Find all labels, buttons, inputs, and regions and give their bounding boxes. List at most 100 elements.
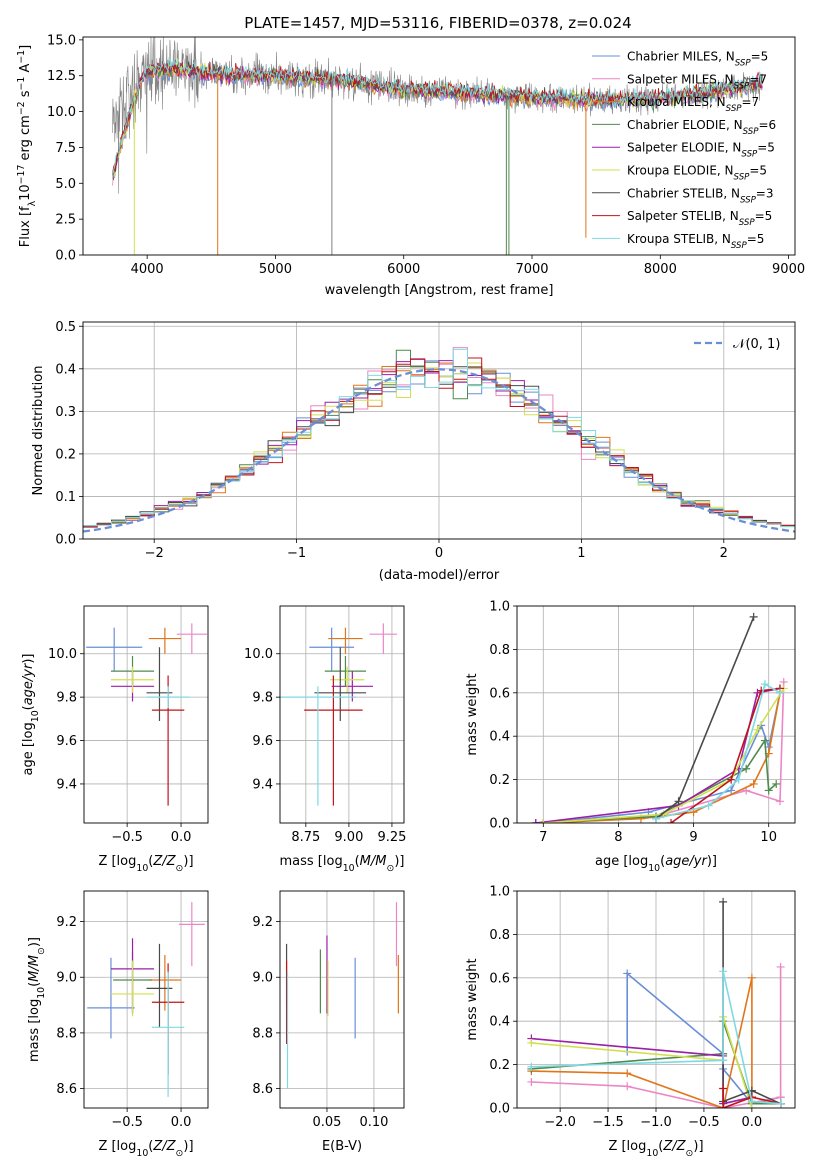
mass_vs_EBV-plot-area: [280, 891, 404, 1108]
x-tick-label: −2: [145, 546, 164, 561]
legend-entry: Kroupa ELODIE, NSSP=5: [627, 164, 767, 183]
panel-spectrum: 4000 5000 6000 7000 8000 9000 0.0 2.5 5.0 7.5 10.0…: [16, 33, 806, 298]
y-tick-label: 0.0: [55, 249, 76, 264]
y-axis-label: Normed distribution: [31, 366, 46, 496]
mass-weight-marker: [776, 962, 785, 971]
x-axis-label: wavelength [Angstrom, rest frame]: [325, 283, 554, 298]
y-tick-label: 9.2: [56, 915, 77, 930]
mass-weight-marker: [527, 1062, 536, 1071]
mass-weight-marker: [527, 1038, 536, 1047]
age_vs_mass-plot-area: [280, 606, 404, 823]
panel-massweight_vs_age: 7 8 9 10 0.0 0.2 0.4 0.6 0.8 1.0 age [log10(age/yr…: [465, 600, 796, 874]
legend-entry: Salpeter ELODIE, NSSP=5: [627, 141, 775, 160]
x-axis-label: Z [log10(Z/Z⊙)]: [608, 1139, 703, 1159]
x-tick-label: −1.5: [592, 1115, 624, 1130]
mass_vs_EBV-frame: [279, 890, 405, 1109]
model-spectrum-line: [112, 56, 763, 179]
legend-entry: Chabrier STELIB, NSSP=3: [627, 186, 774, 205]
model-spectrum-line: [112, 59, 763, 176]
x-tick-label: 2: [720, 546, 728, 561]
x-tick-label: 1: [577, 546, 585, 561]
mass-weight-line: [543, 692, 781, 823]
mass-weight-marker: [719, 1084, 728, 1093]
mass-weight-marker: [760, 736, 769, 745]
x-tick-label: 5000: [259, 262, 292, 277]
x-axis-label: E(B-V): [322, 1139, 362, 1154]
mass-weight-marker: [539, 819, 548, 823]
mass-weight-marker: [527, 1077, 536, 1086]
y-tick-label: 0.6: [489, 686, 510, 701]
y-tick-label: 9.2: [252, 915, 273, 930]
age_vs_Z-frame: [83, 605, 209, 824]
mass-weight-line: [535, 738, 777, 823]
y-tick-label: 2.5: [55, 213, 76, 228]
mass-weight-marker: [749, 779, 758, 788]
mass-weight-marker: [760, 680, 769, 689]
x-axis-label: (data-model)/error: [379, 568, 500, 583]
age_vs_mass-frame: [279, 605, 405, 824]
y-axis-label: Flux [fλ10−17 erg cm−2 s−1 A−1]: [16, 45, 38, 247]
mass-weight-marker: [764, 786, 773, 795]
massweight_vs_Z-frame: [516, 890, 796, 1109]
y-tick-label: 10.0: [47, 105, 76, 120]
mass-weight-marker: [775, 797, 784, 806]
mass-weight-marker: [742, 764, 751, 773]
y-tick-label: 0.2: [489, 1058, 510, 1073]
y-tick-label: 0.1: [55, 490, 76, 505]
mass-weight-line: [531, 967, 782, 1108]
mass-weight-marker: [704, 801, 713, 810]
mass-weight-line: [543, 692, 781, 823]
y-tick-label: 5.0: [55, 177, 76, 192]
massweight_vs_Z-plot-area: [517, 891, 795, 1108]
x-axis-label: Z [log10(Z/Z⊙)]: [98, 1139, 193, 1159]
x-axis-label: age [log10(age/yr)]: [595, 854, 717, 874]
x-tick-label: −2.0: [544, 1115, 576, 1130]
mass_vs_Z-frame: [83, 890, 209, 1109]
mass-weight-marker: [753, 725, 762, 734]
mass-weight-marker: [719, 897, 728, 906]
mass-weight-marker: [674, 797, 683, 806]
mass_vs_Z-plot-area: [84, 891, 208, 1108]
y-tick-label: 0.0: [489, 817, 510, 832]
y-tick-label: 12.5: [47, 69, 76, 84]
x-tick-label: 9: [689, 830, 697, 845]
x-tick-label: 0.0: [171, 830, 192, 845]
legend-entry: 𝒩(0, 1): [733, 337, 780, 352]
legend-entry: Salpeter STELIB, NSSP=5: [627, 209, 772, 228]
y-tick-label: 9.4: [252, 777, 273, 792]
mass-weight-marker: [719, 1056, 728, 1065]
mass-weight-marker: [531, 819, 540, 823]
legend-entry: Chabrier ELODIE, NSSP=6: [627, 118, 776, 137]
y-tick-label: 8.6: [56, 1082, 77, 1097]
mass-weight-line: [655, 616, 755, 820]
y-tick-label: 9.6: [56, 734, 77, 749]
y-tick-label: 10.0: [244, 647, 273, 662]
mass-weight-marker: [719, 1104, 728, 1108]
x-tick-label: 8.75: [291, 830, 320, 845]
spectrum-frame: [82, 36, 796, 256]
y-tick-label: 7.5: [55, 141, 76, 156]
y-tick-label: 1.0: [489, 600, 510, 615]
panel-residuals: −2 −1 0 1 2 0.0 0.1 0.2 0.3 0.4 0.5 (data-model)/er…: [31, 320, 796, 583]
legend-entry: Kroupa MILES, NSSP=7: [627, 95, 759, 114]
mass-weight-marker: [623, 1082, 632, 1091]
massweight_vs_age-plot-area: [517, 606, 795, 823]
y-tick-label: 9.0: [56, 971, 77, 986]
panel-age_vs_mass: 8.75 9.00 9.25 9.4 9.6 9.8 10.0 mass [log10(M/M…: [244, 605, 406, 874]
y-tick-label: 0.5: [55, 320, 76, 335]
x-tick-label: 0.0: [742, 1115, 763, 1130]
normal-reference-curve: [83, 368, 795, 533]
mass-weight-marker: [667, 819, 676, 823]
y-axis-label: mass weight: [465, 673, 480, 755]
x-tick-label: 0.10: [359, 1115, 388, 1130]
legend-entry: Chabrier MILES, NSSP=5: [627, 50, 768, 69]
age_vs_Z-plot-area: [84, 606, 208, 823]
x-axis-label: Z [log10(Z/Z⊙)]: [98, 854, 193, 874]
y-tick-label: 9.8: [56, 691, 77, 706]
y-tick-label: 0.4: [55, 362, 76, 377]
x-tick-label: 9000: [772, 262, 805, 277]
mass-weight-marker: [747, 973, 756, 982]
panel-mass_vs_Z: −0.5 0.0 8.6 8.8 9.0 9.2 Z [log10(Z/Z⊙)] mass […: [27, 890, 209, 1159]
y-tick-label: 0.4: [489, 730, 510, 745]
